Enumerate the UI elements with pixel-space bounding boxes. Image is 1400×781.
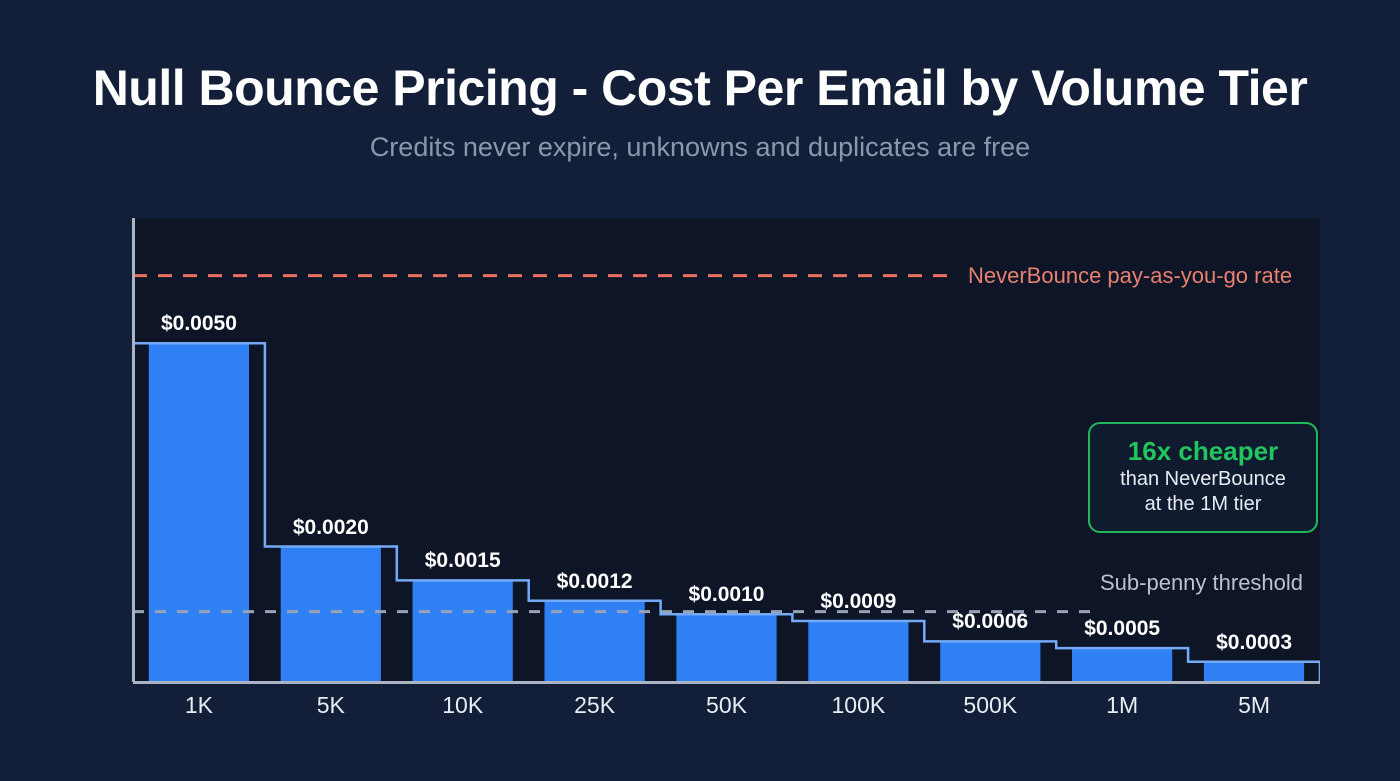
- bar-50K[interactable]: [676, 614, 777, 682]
- bar-value-label-50K: $0.0010: [688, 583, 765, 607]
- callout-line-3: at the 1M tier: [1144, 493, 1262, 516]
- bar-value-label-5M: $0.0003: [1216, 630, 1293, 654]
- bar-500K[interactable]: [940, 641, 1041, 682]
- bar-10K[interactable]: [412, 580, 513, 682]
- bar-value-label-10K: $0.0015: [424, 549, 501, 573]
- bar-100K[interactable]: [808, 621, 909, 682]
- x-tick-5M: 5M: [1238, 692, 1271, 718]
- x-tick-25K: 25K: [574, 692, 616, 718]
- callout-headline: 16x cheaper: [1127, 436, 1279, 466]
- step-outline-path: [133, 342, 1320, 682]
- bars-group: [148, 343, 1305, 683]
- page-title: Null Bounce Pricing - Cost Per Email by …: [92, 60, 1308, 116]
- x-tick-1M: 1M: [1106, 692, 1139, 718]
- bar-value-label-25K: $0.0012: [556, 569, 633, 593]
- savings-callout-box: 16x cheaper than NeverBounce at the 1M t…: [1088, 422, 1318, 534]
- x-tick-10K: 10K: [442, 692, 484, 718]
- bar-5M[interactable]: [1203, 661, 1305, 682]
- bar-5K[interactable]: [280, 546, 381, 683]
- bar-1M[interactable]: [1072, 648, 1173, 682]
- page-subtitle: Credits never expire, unknowns and dupli…: [369, 132, 1031, 162]
- x-tick-500K: 500K: [963, 692, 1018, 718]
- callout-line-2: than NeverBounce: [1120, 468, 1286, 491]
- subpenny-reference-label: Sub-penny threshold: [1100, 570, 1304, 595]
- x-tick-1K: 1K: [184, 692, 214, 718]
- reference-lines-group: [133, 274, 1093, 614]
- step-outline-group: [133, 342, 1320, 682]
- x-tick-50K: 50K: [706, 692, 747, 718]
- bar-value-label-5K: $0.0020: [292, 515, 369, 539]
- bar-value-label-1K: $0.0050: [160, 312, 237, 336]
- bar-value-label-100K: $0.0009: [820, 590, 897, 614]
- bar-value-label-1M: $0.0005: [1084, 617, 1161, 641]
- bar-1K[interactable]: [148, 343, 249, 682]
- bar-25K[interactable]: [544, 600, 645, 682]
- neverbounce-reference-label: NeverBounce pay-as-you-go rate: [968, 263, 1293, 288]
- x-tick-100K: 100K: [831, 692, 886, 718]
- bar-value-label-500K: $0.0006: [952, 610, 1029, 634]
- x-tick-5K: 5K: [316, 692, 345, 718]
- bar-chart-svg: [133, 274, 1320, 683]
